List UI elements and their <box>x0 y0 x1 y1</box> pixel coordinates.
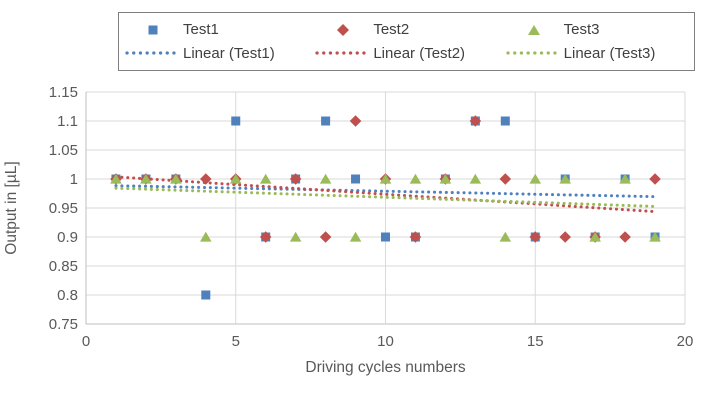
marker-test2 <box>649 173 661 185</box>
marker-test2 <box>469 115 482 127</box>
marker-test3 <box>589 231 601 242</box>
marker-test2 <box>559 231 571 243</box>
test2-diamond-marker-icon <box>313 23 373 37</box>
y-tick-label: 0.75 <box>49 316 78 333</box>
marker-test3 <box>379 173 392 184</box>
marker-test3 <box>619 173 631 184</box>
x-tick-label: 5 <box>232 333 240 350</box>
marker-test1 <box>500 116 510 126</box>
marker-test2 <box>200 173 212 185</box>
legend-row-markers: Test1 Test2 Test3 <box>123 21 694 38</box>
marker-test1 <box>231 116 241 126</box>
marker-test3 <box>289 231 302 242</box>
legend-label: Linear (Test2) <box>373 44 466 62</box>
marker-test1 <box>321 116 331 126</box>
trendline-linear-test1- <box>114 184 657 199</box>
legend-label: Linear (Test1) <box>183 44 275 62</box>
legend-label: Test1 <box>183 21 219 39</box>
test1-square-marker-icon <box>123 23 183 37</box>
marker-test3 <box>499 231 512 242</box>
legend-item-test1[interactable]: Test1 <box>123 21 313 38</box>
y-tick-label: 0.9 <box>57 229 78 246</box>
y-tick-label: 0.95 <box>49 200 78 217</box>
x-tick-label: 15 <box>527 333 544 350</box>
y-tick-label: 0.85 <box>49 258 78 275</box>
marker-test2 <box>409 231 422 243</box>
x-tick-label: 10 <box>377 333 394 350</box>
marker-test2 <box>349 115 362 127</box>
marker-test3 <box>349 231 362 242</box>
legend: Test1 Test2 Test3 Linear (Test1) <box>118 12 695 71</box>
marker-test3 <box>409 173 422 184</box>
marker-test3 <box>319 173 332 184</box>
marker-test1 <box>351 174 361 184</box>
legend-label: Test3 <box>563 21 600 39</box>
marker-test2 <box>529 231 542 243</box>
linear-test1-dotted-line-icon <box>123 50 183 56</box>
marker-test3 <box>259 173 272 184</box>
y-tick-label: 1.1 <box>57 113 78 130</box>
marker-test2 <box>319 231 332 243</box>
marker-test1 <box>381 232 390 242</box>
y-tick-label: 1.15 <box>49 84 78 101</box>
linear-test2-dotted-line-icon <box>313 50 373 56</box>
legend-item-test2[interactable]: Test2 <box>313 21 503 38</box>
x-tick-label: 0 <box>82 333 90 350</box>
marker-test1 <box>201 290 211 300</box>
marker-test3 <box>649 231 661 242</box>
trendline-linear-test3- <box>114 186 657 208</box>
marker-test3 <box>229 173 242 184</box>
legend-row-trendlines: Linear (Test1) Linear (Test2) Linear (Te… <box>123 45 694 62</box>
legend-label: Linear (Test3) <box>563 44 656 62</box>
marker-test3 <box>140 173 152 184</box>
marker-test3 <box>439 173 452 184</box>
y-axis-title: Output in [µL] <box>3 161 20 254</box>
test3-triangle-marker-icon <box>504 23 564 37</box>
legend-item-linear-test3[interactable]: Linear (Test3) <box>504 45 694 62</box>
marker-test2 <box>259 231 272 243</box>
marker-test3 <box>469 173 482 184</box>
legend-item-linear-test1[interactable]: Linear (Test1) <box>123 45 313 62</box>
y-tick-label: 1.05 <box>49 142 78 159</box>
marker-test2 <box>289 173 302 185</box>
x-tick-label: 20 <box>677 333 694 350</box>
linear-test3-dotted-line-icon <box>504 50 564 56</box>
marker-test3 <box>200 231 212 242</box>
y-tick-label: 0.8 <box>57 287 78 304</box>
legend-item-linear-test2[interactable]: Linear (Test2) <box>313 45 503 62</box>
marker-test3 <box>110 173 122 184</box>
y-tick-label: 1 <box>70 171 78 188</box>
marker-test2 <box>619 231 631 243</box>
marker-test2 <box>499 173 512 185</box>
marker-test3 <box>529 173 542 184</box>
legend-item-test3[interactable]: Test3 <box>504 21 694 38</box>
marker-test3 <box>559 173 571 184</box>
x-axis-title: Driving cycles numbers <box>305 359 465 376</box>
marker-test3 <box>170 173 182 184</box>
legend-label: Test2 <box>373 21 410 39</box>
